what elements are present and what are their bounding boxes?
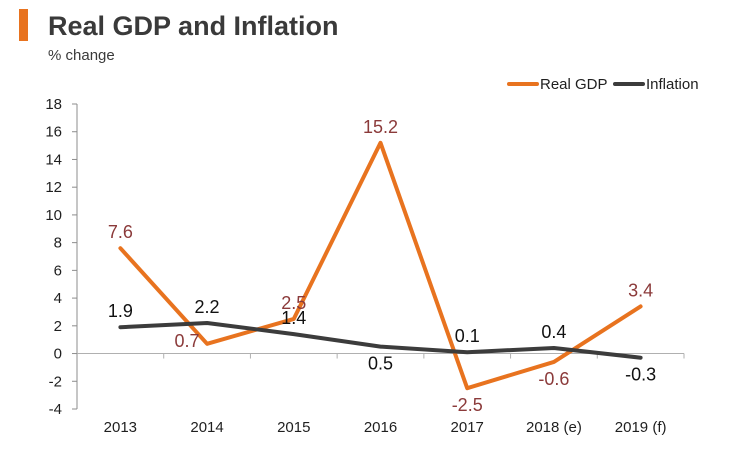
data-label: 3.4 (628, 280, 653, 300)
y-tick-label: 4 (54, 290, 62, 307)
data-label: 0.1 (455, 326, 480, 346)
data-label: -0.3 (625, 365, 656, 385)
series-line (118, 321, 643, 360)
data-label: 1.9 (108, 301, 133, 321)
y-tick-label: 6 (54, 262, 62, 279)
x-tick-label: 2013 (104, 419, 137, 436)
x-tick-label: 2015 (277, 419, 310, 436)
y-tick-label: 16 (45, 124, 62, 141)
data-label: 2.5 (281, 293, 306, 313)
legend: Real GDP Inflation (507, 76, 699, 93)
data-label: 0.7 (175, 331, 200, 351)
chart-subtitle: % change (48, 47, 115, 64)
data-label: -0.6 (538, 369, 569, 389)
data-label: 1.4 (281, 308, 306, 328)
legend-label: Real GDP (540, 76, 608, 93)
data-label: 0.4 (541, 322, 566, 342)
series-line (118, 140, 643, 391)
y-tick-label: 0 (54, 346, 62, 363)
y-tick-label: 2 (54, 318, 62, 335)
y-tick-label: 8 (54, 235, 62, 252)
y-tick-label: 18 (45, 96, 62, 113)
data-label: -2.5 (452, 395, 483, 415)
data-label: 7.6 (108, 222, 133, 242)
x-tick-label: 2017 (451, 419, 484, 436)
chart-title: Real GDP and Inflation (48, 11, 339, 41)
x-tick-label: 2016 (364, 419, 397, 436)
series-layer (118, 140, 643, 391)
data-label: 0.5 (368, 354, 393, 374)
y-tick-label: -4 (49, 401, 62, 418)
data-labels: 7.6 0.7 2.5 15.2 -2.5 -0.6 3.4 1.9 2.2 1.4 0.5 0.1 0… (108, 117, 656, 415)
x-tick-label: 2018 (e) (526, 419, 582, 436)
x-tick-label: 2019 (f) (615, 419, 667, 436)
axes: -4 -2 0 2 4 6 8 10 12 14 16 18 2013 2014 2015 2016 2017 2… (45, 96, 685, 436)
y-tick-label: 14 (45, 151, 62, 168)
legend-label: Inflation (646, 76, 699, 93)
y-tick-label: 12 (45, 179, 62, 196)
x-tick-label: 2014 (190, 419, 223, 436)
y-tick-label: -2 (49, 373, 62, 390)
y-tick-label: 10 (45, 207, 62, 224)
title-accent-bar (19, 9, 28, 41)
data-label: 2.2 (195, 297, 220, 317)
data-label: 15.2 (363, 117, 398, 137)
